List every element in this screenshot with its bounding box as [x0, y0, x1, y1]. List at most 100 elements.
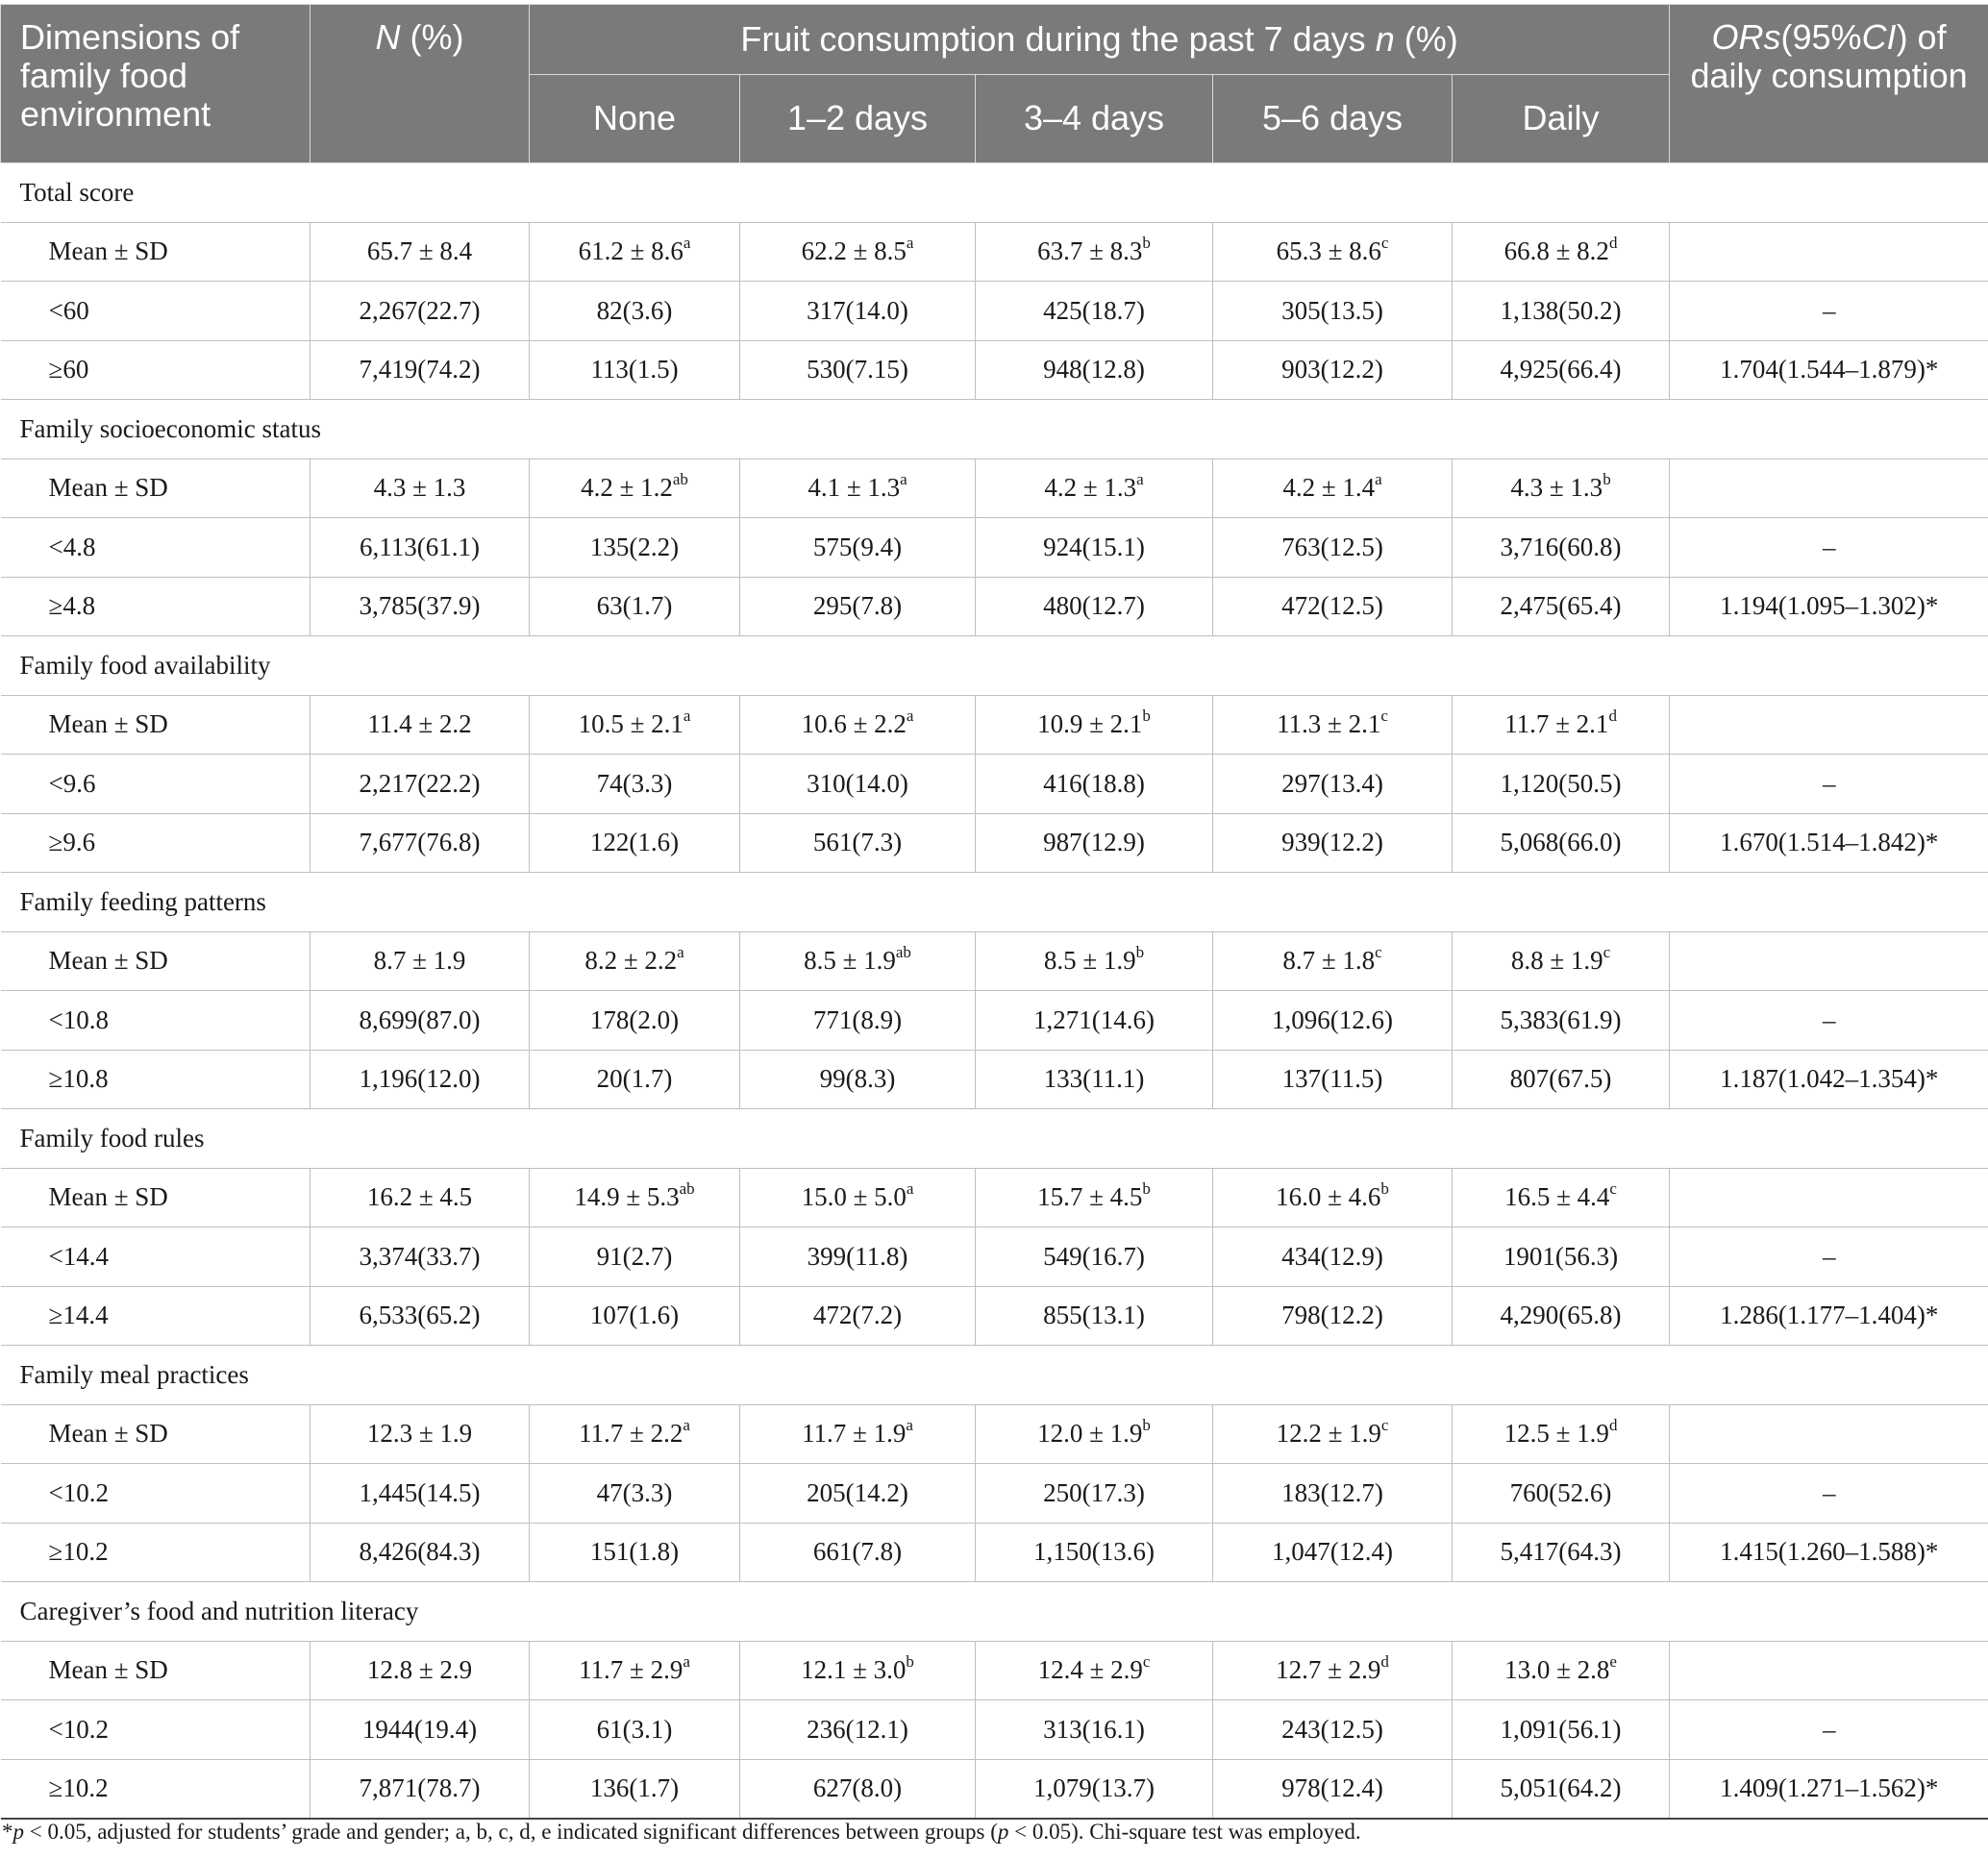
cell-d56: 763(12.5) [1212, 517, 1453, 578]
row-label: Mean ± SD [0, 1403, 311, 1464]
significance-superscript: d [1608, 706, 1617, 726]
significance-superscript: b [1142, 1179, 1151, 1199]
cell-value: 4.3 ± 1.3 [1510, 473, 1603, 503]
cell-value: 8,426(84.3) [359, 1537, 481, 1567]
cell-or: 1.704(1.544–1.879)* [1669, 339, 1988, 400]
cell-d34: 1,079(13.7) [975, 1758, 1213, 1820]
cell-daily: 13.0 ± 2.8e [1451, 1640, 1671, 1700]
cell-none: 113(1.5) [529, 339, 740, 400]
section-title: Family socioeconomic status [0, 399, 1988, 459]
cell-d34: 549(16.7) [975, 1227, 1213, 1287]
cell-value: 3,785(37.9) [359, 591, 481, 621]
cell-value: 313(16.1) [1043, 1714, 1145, 1744]
table-row: <10.2 1,445(14.5) 47(3.3) 205(14.2) 250(17.3… [0, 1463, 1988, 1524]
cell-value: 1.409(1.271–1.562)* [1720, 1773, 1939, 1803]
cell-value: 8,699(87.0) [359, 1004, 481, 1034]
cell-d34: 313(16.1) [975, 1699, 1213, 1760]
cell-value: 903(12.2) [1281, 355, 1383, 384]
cell-daily: 5,068(66.0) [1451, 812, 1671, 873]
row-label: ≥10.2 [0, 1758, 311, 1820]
cell-daily: 1901(56.3) [1451, 1227, 1671, 1287]
cell-d56: 297(13.4) [1212, 754, 1453, 814]
section-title: Family food rules [0, 1108, 1988, 1169]
cell-value: 91(2.7) [596, 1241, 673, 1271]
cell-d34: 948(12.8) [975, 339, 1213, 400]
cell-value: 561(7.3) [812, 828, 903, 857]
cell-value: 6,113(61.1) [360, 532, 480, 561]
cell-value: 399(11.8) [807, 1241, 908, 1271]
header-n-percent: N (%) [310, 4, 530, 163]
cell-value: 7,871(78.7) [359, 1773, 481, 1803]
table-row: Mean ± SD 16.2 ± 4.5 14.9 ± 5.3ab 15.0 ± 5.… [0, 1167, 1988, 1227]
significance-superscript: c [1380, 234, 1389, 253]
significance-superscript: c [1603, 943, 1611, 962]
table-row: Mean ± SD 12.3 ± 1.9 11.7 ± 2.2a 11.7 ± 1.9… [0, 1403, 1988, 1464]
cell-or [1669, 694, 1988, 755]
cell-value: 107(1.6) [589, 1301, 680, 1330]
cell-n: 2,267(22.7) [310, 281, 530, 341]
cell-value: 65.3 ± 8.6 [1276, 236, 1381, 266]
cell-d12: 771(8.9) [739, 990, 976, 1051]
cell-value: 1,138(50.2) [1500, 295, 1622, 325]
section-row: Total score [0, 162, 1988, 223]
cell-n: 65.7 ± 8.4 [310, 221, 530, 282]
cell-d56: 137(11.5) [1212, 1049, 1453, 1109]
significance-superscript: c [1609, 1179, 1617, 1199]
cell-daily: 4.3 ± 1.3b [1451, 458, 1671, 518]
footnote-text-2: < 0.05). Chi-square test was employed. [1008, 1820, 1361, 1844]
cell-d12: 15.0 ± 5.0a [739, 1167, 976, 1227]
cell-d34: 425(18.7) [975, 281, 1213, 341]
cell-d12: 236(12.1) [739, 1699, 976, 1760]
cell-value: 12.4 ± 2.9 [1037, 1655, 1143, 1685]
cell-d34: 480(12.7) [975, 576, 1213, 636]
cell-value: 472(12.5) [1281, 591, 1383, 621]
section-row: Family food availability [0, 635, 1988, 696]
cell-value: 183(12.7) [1281, 1477, 1383, 1507]
cell-d56: 4.2 ± 1.4a [1212, 458, 1453, 518]
cell-d34: 987(12.9) [975, 812, 1213, 873]
cell-value: 133(11.1) [1043, 1064, 1145, 1094]
cell-value: 250(17.3) [1043, 1477, 1145, 1507]
cell-none: 107(1.6) [529, 1285, 740, 1346]
cell-daily: 8.8 ± 1.9c [1451, 930, 1671, 991]
row-label: ≥10.2 [0, 1522, 311, 1582]
significance-superscript: ab [679, 1179, 695, 1199]
significance-superscript: b [1380, 1179, 1389, 1199]
cell-value: 1.187(1.042–1.354)* [1720, 1064, 1939, 1094]
cell-daily: 66.8 ± 8.2d [1451, 221, 1671, 282]
cell-n: 6,533(65.2) [310, 1285, 530, 1346]
cell-or [1669, 458, 1988, 518]
cell-value: 4.2 ± 1.3 [1044, 473, 1137, 503]
row-label: ≥4.8 [0, 576, 311, 636]
cell-n: 4.3 ± 1.3 [310, 458, 530, 518]
section-title: Caregiver’s food and nutrition literacy [0, 1581, 1988, 1642]
cell-d56: 939(12.2) [1212, 812, 1453, 873]
cell-daily: 4,290(65.8) [1451, 1285, 1671, 1346]
cell-value: 434(12.9) [1281, 1241, 1383, 1271]
cell-value: 1,196(12.0) [359, 1064, 481, 1094]
table-row: ≥14.4 6,533(65.2) 107(1.6) 472(7.2) 855(13.1… [0, 1285, 1988, 1346]
cell-value: 763(12.5) [1281, 532, 1383, 561]
cell-n: 12.8 ± 2.9 [310, 1640, 530, 1700]
cell-n: 3,785(37.9) [310, 576, 530, 636]
cell-value: 16.0 ± 4.6 [1276, 1182, 1381, 1212]
cell-or: 1.670(1.514–1.842)* [1669, 812, 1988, 873]
cell-none: 47(3.3) [529, 1463, 740, 1524]
significance-superscript: c [1380, 706, 1388, 726]
significance-superscript: b [1142, 706, 1151, 726]
cell-d12: 561(7.3) [739, 812, 976, 873]
cell-d34: 855(13.1) [975, 1285, 1213, 1346]
cell-value: 7,419(74.2) [359, 355, 481, 384]
significance-superscript: a [906, 1416, 913, 1435]
cell-n: 7,677(76.8) [310, 812, 530, 873]
table-row: <10.8 8,699(87.0) 178(2.0) 771(8.9) 1,271(14… [0, 990, 1988, 1051]
header-1-2-days: 1–2 days [739, 73, 976, 164]
row-label: Mean ± SD [0, 1167, 311, 1227]
cell-d12: 205(14.2) [739, 1463, 976, 1524]
section-row: Family socioeconomic status [0, 399, 1988, 459]
cell-value: 8.8 ± 1.9 [1510, 946, 1603, 976]
cell-value: 10.5 ± 2.1 [578, 709, 683, 739]
cell-d12: 8.5 ± 1.9ab [739, 930, 976, 991]
cell-value: 15.0 ± 5.0 [801, 1182, 907, 1212]
cell-value: 530(7.15) [807, 355, 908, 384]
